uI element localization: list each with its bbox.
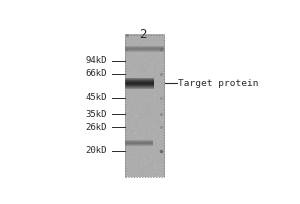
Bar [125, 141, 153, 142]
Text: 45kD: 45kD [86, 93, 107, 102]
Bar [125, 48, 164, 49]
Bar [125, 145, 153, 146]
Bar [125, 48, 164, 49]
Bar [125, 84, 154, 85]
Bar [125, 144, 153, 145]
Bar [125, 51, 164, 52]
Text: Target protein: Target protein [178, 79, 259, 88]
Bar [125, 140, 153, 141]
Bar [125, 49, 164, 50]
Bar [125, 143, 153, 144]
Bar [125, 144, 153, 145]
Bar [125, 48, 164, 49]
Text: 2: 2 [140, 28, 147, 41]
Bar [125, 49, 164, 50]
Bar [125, 140, 153, 141]
Bar [125, 46, 164, 47]
Bar [125, 82, 154, 83]
Bar [125, 145, 153, 146]
Bar [125, 83, 154, 84]
Bar [125, 84, 154, 85]
Bar [125, 46, 164, 47]
Text: 66kD: 66kD [86, 69, 107, 79]
Bar [125, 141, 153, 142]
Bar [125, 47, 164, 48]
Bar [125, 88, 154, 89]
Bar [125, 79, 154, 80]
Bar [125, 80, 154, 81]
Bar [125, 85, 154, 86]
Bar [125, 86, 154, 87]
Text: 94kD: 94kD [86, 56, 107, 65]
Bar [125, 80, 154, 81]
Bar [125, 81, 154, 82]
Text: 26kD: 26kD [86, 123, 107, 132]
Bar [125, 50, 164, 51]
Bar [125, 142, 153, 143]
Bar [125, 50, 164, 51]
Text: 20kD: 20kD [86, 146, 107, 155]
Text: 35kD: 35kD [86, 110, 107, 119]
Bar [125, 47, 164, 48]
Bar [125, 143, 153, 144]
Bar [125, 85, 154, 86]
Bar [125, 81, 154, 82]
Bar [125, 78, 154, 79]
Bar [125, 142, 153, 143]
Bar [125, 78, 154, 79]
Bar [125, 88, 154, 89]
Bar [125, 87, 154, 88]
Bar [125, 51, 164, 52]
